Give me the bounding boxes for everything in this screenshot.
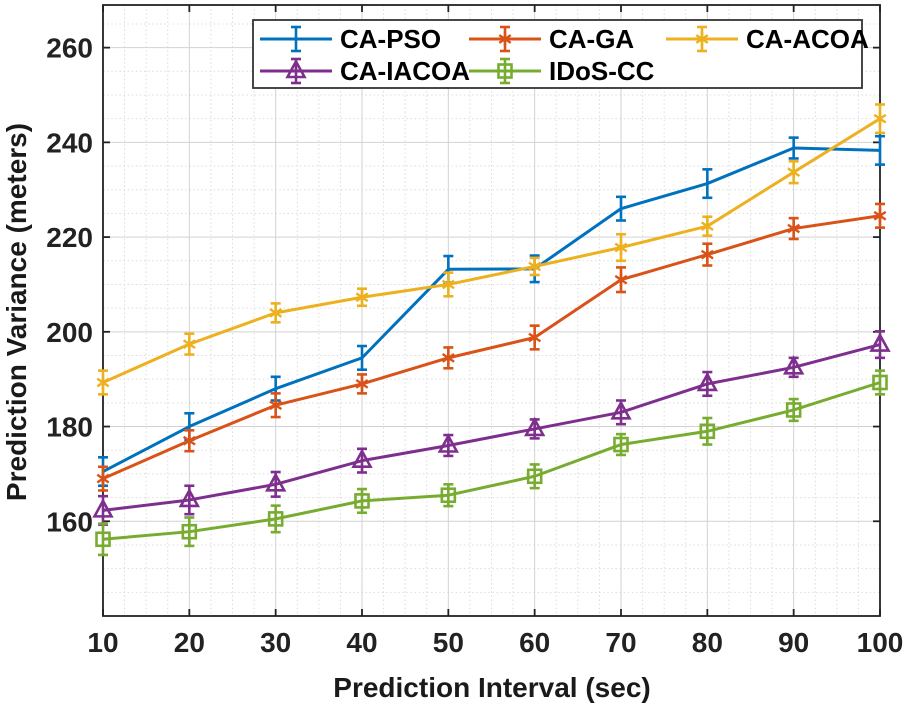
y-tick-label: 200 bbox=[46, 317, 93, 348]
x-axis-label: Prediction Interval (sec) bbox=[333, 672, 650, 703]
asterisk-marker bbox=[355, 292, 369, 303]
x-tick-label: 50 bbox=[433, 627, 464, 658]
square-marker bbox=[699, 423, 716, 440]
square-marker bbox=[181, 523, 198, 540]
asterisk-marker bbox=[96, 377, 110, 388]
triangle-marker bbox=[696, 371, 719, 392]
y-axis-label: Prediction Variance (meters) bbox=[1, 123, 32, 501]
asterisk-marker bbox=[614, 274, 628, 285]
asterisk-marker bbox=[700, 249, 714, 260]
square-marker bbox=[613, 436, 629, 453]
legend-label-CA-IACOA: CA-IACOA bbox=[340, 56, 470, 86]
asterisk-marker bbox=[441, 279, 455, 290]
asterisk-marker bbox=[700, 221, 714, 232]
series-line-IDoS-CC bbox=[102, 381, 881, 541]
x-tick-label: 80 bbox=[692, 627, 723, 658]
legend-entry-CA-ACOA: CA-ACOA bbox=[666, 24, 869, 54]
series-CA-GA bbox=[96, 202, 887, 492]
asterisk-marker bbox=[441, 353, 455, 363]
triangle-marker bbox=[92, 498, 114, 518]
square-marker bbox=[440, 487, 457, 504]
square-marker bbox=[95, 531, 111, 548]
x-tick-label: 40 bbox=[346, 627, 377, 658]
asterisk-marker bbox=[528, 261, 542, 272]
square-marker bbox=[872, 374, 888, 391]
legend-entry-CA-GA: CA-GA bbox=[469, 24, 634, 54]
square-marker bbox=[526, 468, 543, 485]
legend-entry-IDoS-CC: IDoS-CC bbox=[469, 56, 655, 86]
asterisk-marker bbox=[269, 308, 283, 318]
x-tick-label: 30 bbox=[260, 627, 291, 658]
asterisk-marker bbox=[787, 223, 801, 234]
x-tick-label: 70 bbox=[605, 627, 636, 658]
triangle-marker bbox=[869, 332, 891, 352]
square-marker bbox=[354, 493, 370, 509]
triangle-marker bbox=[285, 58, 307, 79]
asterisk-marker bbox=[528, 332, 542, 343]
y-tick-label: 240 bbox=[46, 127, 93, 158]
asterisk-marker bbox=[498, 34, 512, 44]
series-line-CA-IACOA bbox=[102, 343, 881, 512]
legend-label-CA-PSO: CA-PSO bbox=[340, 24, 441, 54]
asterisk-marker bbox=[182, 435, 196, 446]
legend-label-IDoS-CC: IDoS-CC bbox=[549, 56, 655, 86]
series-line-CA-ACOA bbox=[102, 117, 881, 384]
series-CA-IACOA bbox=[92, 330, 891, 526]
legend-label-CA-GA: CA-GA bbox=[549, 24, 634, 54]
y-tick-label: 180 bbox=[46, 412, 93, 443]
asterisk-marker bbox=[96, 473, 110, 484]
axes-frame bbox=[102, 4, 881, 617]
asterisk-marker bbox=[873, 113, 887, 124]
triangle-marker bbox=[610, 400, 632, 420]
x-tick-label: 60 bbox=[519, 627, 550, 658]
series-CA-ACOA bbox=[96, 103, 887, 396]
y-tick-label: 160 bbox=[46, 506, 93, 537]
asterisk-marker bbox=[182, 339, 196, 349]
legend-entry-CA-IACOA: CA-IACOA bbox=[260, 56, 470, 86]
triangle-marker bbox=[178, 487, 201, 508]
tick-labels: 10 20 30 40 50 60 70 80 90 100 160 180 200 220 240 260 bbox=[46, 33, 903, 658]
axis-ticks bbox=[102, 5, 881, 616]
legend: CA-PSO CA-GA CA-ACOA CA-IACOA IDoS-CC bbox=[252, 19, 869, 89]
x-tick-label: 20 bbox=[174, 627, 205, 658]
square-marker bbox=[785, 402, 802, 418]
asterisk-marker bbox=[269, 400, 283, 411]
triangle-marker bbox=[523, 416, 546, 437]
x-tick-label: 100 bbox=[857, 627, 904, 658]
series-line-CA-PSO bbox=[102, 146, 881, 473]
asterisk-marker bbox=[614, 242, 628, 253]
legend-entry-CA-PSO: CA-PSO bbox=[260, 24, 441, 54]
asterisk-marker bbox=[787, 167, 801, 178]
triangle-marker bbox=[264, 472, 287, 492]
asterisk-marker bbox=[873, 210, 887, 221]
legend-box bbox=[252, 19, 863, 89]
square-marker bbox=[267, 511, 284, 527]
asterisk-marker bbox=[355, 379, 369, 389]
triangle-marker bbox=[437, 433, 460, 453]
x-tick-label: 90 bbox=[778, 627, 809, 658]
triangle-marker bbox=[782, 355, 805, 375]
legend-label-CA-ACOA: CA-ACOA bbox=[746, 24, 869, 54]
series-line-CA-GA bbox=[102, 214, 881, 481]
x-tick-label: 10 bbox=[87, 627, 118, 658]
series-IDoS-CC bbox=[95, 369, 888, 557]
asterisk-marker bbox=[695, 34, 709, 44]
triangle-marker bbox=[351, 448, 373, 468]
y-tick-label: 260 bbox=[46, 33, 93, 64]
y-tick-label: 220 bbox=[46, 222, 93, 253]
square-marker bbox=[497, 63, 513, 79]
